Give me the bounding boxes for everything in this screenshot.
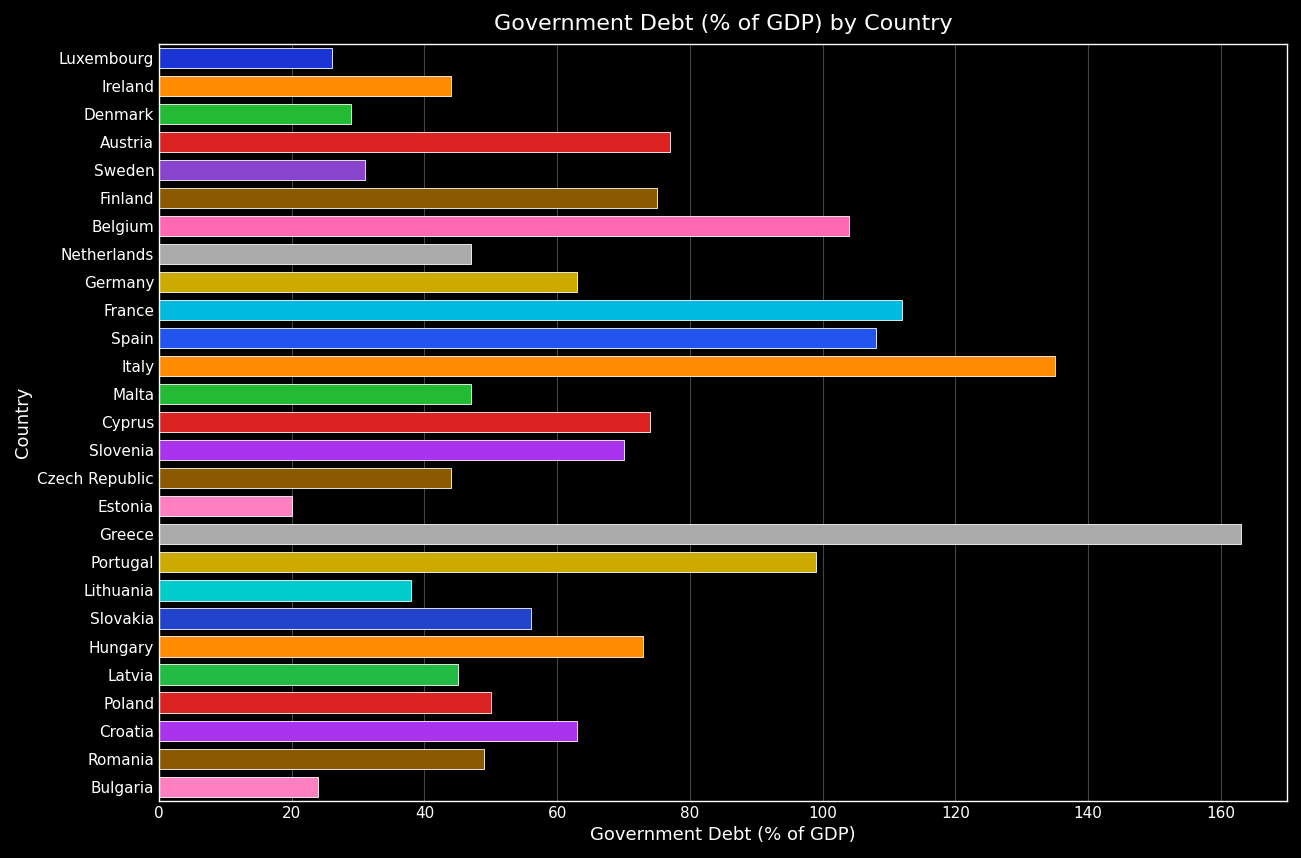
Bar xyxy=(159,132,670,152)
Bar xyxy=(159,524,1241,545)
Bar xyxy=(159,412,650,432)
Bar xyxy=(159,748,484,769)
Title: Government Debt (% of GDP) by Country: Government Debt (% of GDP) by Country xyxy=(494,14,952,33)
Bar xyxy=(159,440,623,461)
Bar xyxy=(159,244,471,264)
Bar xyxy=(159,300,903,320)
Bar xyxy=(159,608,531,629)
Bar xyxy=(159,721,578,740)
X-axis label: Government Debt (% of GDP): Government Debt (% of GDP) xyxy=(591,826,856,844)
Bar xyxy=(159,328,876,348)
Bar xyxy=(159,664,458,685)
Bar xyxy=(159,468,451,488)
Bar xyxy=(159,580,411,601)
Bar xyxy=(159,216,850,236)
Bar xyxy=(159,48,332,68)
Bar xyxy=(159,496,291,517)
Bar xyxy=(159,272,578,293)
Bar xyxy=(159,160,364,180)
Bar xyxy=(159,692,490,713)
Bar xyxy=(159,384,471,404)
Bar xyxy=(159,356,1055,377)
Bar xyxy=(159,76,451,96)
Bar xyxy=(159,776,319,797)
Bar xyxy=(159,553,816,572)
Y-axis label: Country: Country xyxy=(14,387,33,458)
Bar xyxy=(159,104,351,124)
Bar xyxy=(159,637,644,656)
Bar xyxy=(159,188,657,208)
